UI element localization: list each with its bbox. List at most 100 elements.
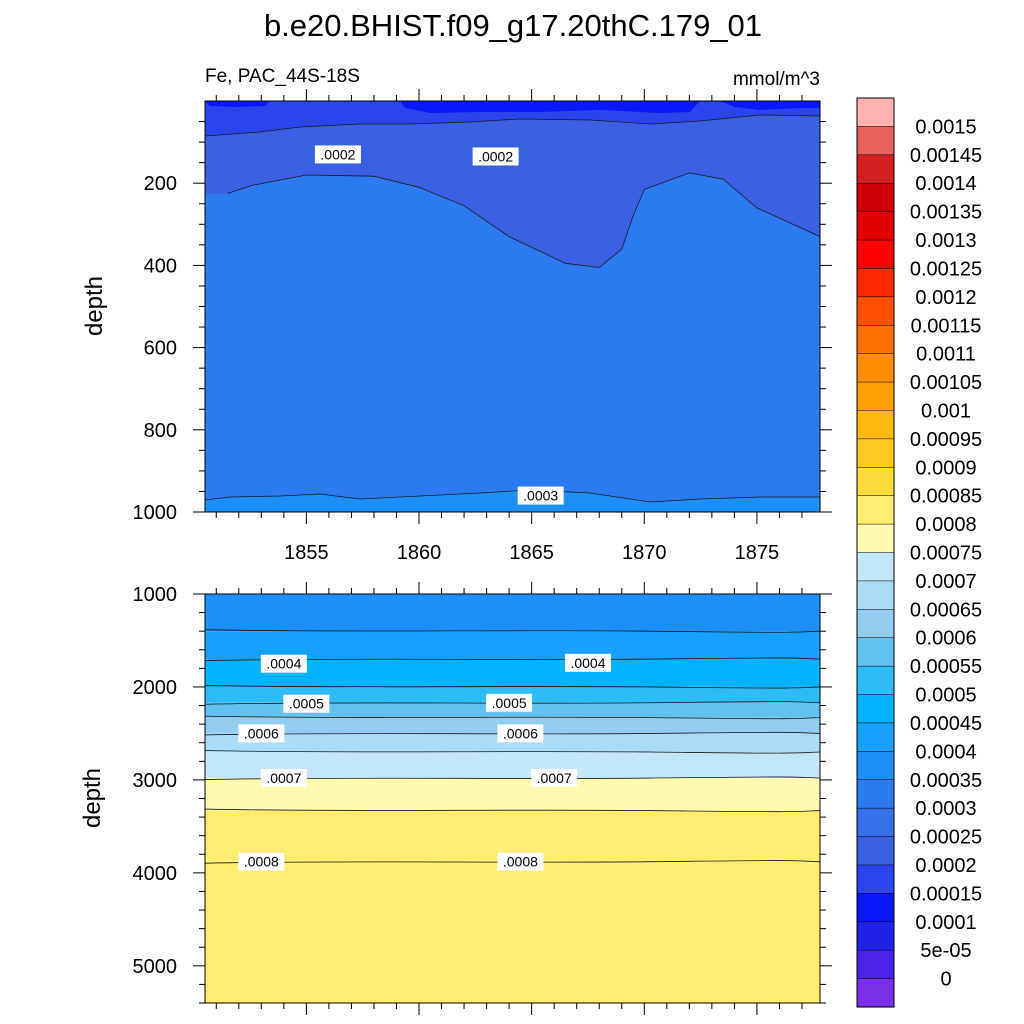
- lower-y-axis-title: depth: [79, 768, 106, 828]
- contour-label-text: .0006: [503, 725, 538, 741]
- lower-band-fill: [205, 778, 820, 811]
- colorbar-label: 0.00085: [910, 486, 982, 508]
- contour-label-text: .0008: [244, 854, 279, 870]
- colorbar-swatch: [856, 836, 895, 866]
- colorbar-label: 0: [940, 969, 951, 991]
- colorbar-swatch: [856, 751, 895, 781]
- x-tick-label: 1855: [284, 542, 329, 564]
- contour-label: .0008: [238, 852, 285, 871]
- contour-label-box: [486, 693, 533, 712]
- y-tick-label: 2000: [133, 677, 178, 699]
- colorbar-swatch: [856, 609, 895, 639]
- variable-region-label: Fe, PAC_44S-18S: [205, 66, 360, 87]
- y-tick-label: 4000: [133, 863, 178, 885]
- y-tick-label: 1000: [133, 584, 178, 606]
- contour-label-text: .0007: [266, 770, 301, 786]
- contour-label-box: [260, 654, 307, 673]
- contour-label: .0006: [497, 724, 544, 743]
- units-label: mmol/m^3: [733, 69, 820, 90]
- contour-label: .0005: [283, 694, 330, 713]
- colorbar-swatch: [856, 552, 895, 582]
- lower-contour-line: [205, 808, 820, 813]
- colorbar-label: 0.0012: [915, 287, 976, 309]
- colorbar-swatch: [856, 495, 895, 525]
- lower-band-fill: [205, 659, 820, 687]
- contour-label-text: .0002: [320, 146, 355, 162]
- colorbar-swatch: [856, 864, 895, 894]
- colorbar-swatch: [856, 893, 895, 923]
- colorbar-swatch: [856, 97, 895, 127]
- contour-label-box: [472, 147, 519, 166]
- colorbar-swatch: [856, 268, 895, 298]
- contour-label-text: .0006: [244, 725, 279, 741]
- contour-label-text: .0003: [523, 488, 558, 504]
- colorbar-label: 0.00025: [910, 827, 982, 849]
- fill-0.0002-0.00025: [205, 101, 820, 268]
- colorbar-swatch: [856, 694, 895, 724]
- contour-label-text: .0004: [570, 655, 605, 671]
- x-tick-label: 1860: [397, 542, 442, 564]
- colorbar-swatch: [856, 353, 895, 383]
- x-tick-label: 1870: [622, 542, 667, 564]
- contour-label-text: .0004: [266, 656, 301, 672]
- colorbar-label: 0.0015: [915, 116, 976, 138]
- lower-contour-line: [205, 750, 820, 754]
- contour-label-box: [283, 694, 330, 713]
- colorbar-label: 0.0009: [915, 457, 976, 479]
- contour-label-box: [238, 724, 285, 743]
- lower-band-fill: [205, 861, 820, 1003]
- upper-y-axis: 200 400 600 800 1000: [133, 121, 832, 524]
- contour-label: .0003: [517, 486, 564, 505]
- colorbar-swatch: [856, 410, 895, 440]
- contour-label: .0008: [497, 852, 544, 871]
- colorbar-swatch: [856, 239, 895, 269]
- contour-label-text: .0008: [503, 854, 538, 870]
- colorbar-label: 0.00105: [910, 372, 982, 394]
- colorbar-label: 0.001: [921, 400, 971, 422]
- y-tick-label: 1000: [133, 502, 178, 524]
- contour-label: .0004: [564, 653, 611, 672]
- contour-label-box: [531, 769, 578, 788]
- colorbar-label: 0.0002: [915, 855, 976, 877]
- colorbar-label: 0.0003: [915, 798, 976, 820]
- contour-label-text: .0007: [537, 770, 572, 786]
- colorbar-label: 5e-05: [920, 940, 971, 962]
- colorbar-swatch: [856, 126, 895, 156]
- colorbar-label: 0.00145: [910, 145, 982, 167]
- contour-line-0.00025: [227, 172, 820, 268]
- colorbar-swatch: [856, 665, 895, 696]
- lower-y-axis: 1000 2000 3000 4000 5000: [133, 584, 832, 1004]
- colorbar-frame: [856, 97, 895, 1008]
- colorbar-label: 0.00095: [910, 429, 982, 451]
- colorbar-swatch: [856, 807, 895, 838]
- contour-label-box: [497, 852, 544, 871]
- colorbar-swatch: [856, 211, 895, 241]
- contour-label: .0002: [472, 147, 519, 166]
- contour-label-box: [260, 769, 307, 788]
- colorbar-label: 0.00065: [910, 599, 982, 621]
- y-tick-label: 200: [144, 173, 177, 195]
- colorbar-label: 0.0014: [915, 173, 976, 195]
- lower-band-fill: [205, 594, 820, 632]
- contour-label-text: .0005: [492, 695, 527, 711]
- fill-0.0001-0.00015: [205, 101, 820, 113]
- lower-contour-line: [205, 685, 820, 689]
- colorbar-label: 0.0001: [915, 912, 976, 934]
- upper-contour-labels: .0002 .0002 .0003: [314, 145, 564, 505]
- lower-band-fill: [205, 733, 820, 753]
- lower-band-fill: [205, 631, 820, 660]
- contour-label-text: .0002: [478, 148, 513, 164]
- x-tick-label: 1865: [509, 542, 554, 564]
- y-tick-label: 600: [144, 338, 177, 360]
- colorbar-swatch: [856, 949, 895, 980]
- contour-label-box: [517, 486, 564, 505]
- colorbar-label: 0.00125: [910, 258, 982, 280]
- colorbar-label: 0.0007: [915, 571, 976, 593]
- lower-band-fill: [205, 752, 820, 779]
- contour-label-box: [314, 145, 361, 164]
- colorbar-swatch: [856, 182, 895, 213]
- contour-label-box: [564, 653, 611, 672]
- colorbar-swatch: [856, 921, 895, 951]
- lower-contour-labels: .0004 .0004 .0005 .0005 .0006 .0006 .0007 .0007…: [238, 653, 611, 871]
- colorbar-label: 0.00015: [910, 883, 982, 905]
